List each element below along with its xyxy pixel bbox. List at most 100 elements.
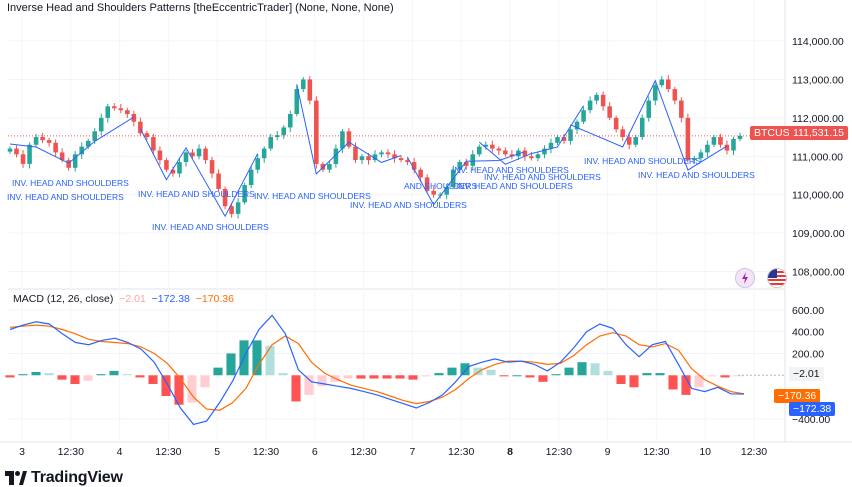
time-tick-label: 12:30 — [350, 446, 376, 458]
pattern-line — [9, 116, 135, 164]
candle-body — [53, 142, 58, 153]
macd-histogram-bar — [395, 375, 405, 379]
candle-body — [242, 185, 247, 203]
candle-body — [652, 85, 658, 101]
price-badge: 111,531.15 — [789, 126, 848, 140]
candle-body — [216, 173, 221, 189]
candle-body — [607, 106, 612, 118]
candle-body — [177, 162, 182, 174]
candle-body — [333, 148, 339, 164]
macd-histogram-bar — [551, 374, 561, 376]
candle-body — [294, 89, 300, 115]
candle-body — [125, 110, 130, 115]
macd-histogram-bar — [265, 345, 275, 376]
candle-body — [346, 131, 352, 147]
candle-body — [711, 137, 717, 145]
candle-body — [85, 140, 91, 147]
tradingview-logo[interactable]: TradingView — [5, 469, 123, 486]
pattern-label: INV. HEAD AND SHOULDERS — [350, 200, 467, 210]
macd-histogram-bar — [681, 375, 691, 395]
candle-body — [66, 160, 71, 168]
macd-histogram-bar — [473, 367, 483, 376]
macd-histogram-bar — [356, 375, 366, 379]
candle-body — [503, 150, 508, 155]
candle-body — [105, 106, 111, 118]
candle-body — [307, 79, 313, 101]
candle-body — [314, 100, 319, 164]
macd-histogram-bar — [213, 367, 223, 376]
time-tick-label: 12:30 — [546, 446, 572, 458]
lightning-icon[interactable] — [735, 268, 755, 288]
macd-histogram-bar — [616, 375, 626, 384]
time-tick-label: 8 — [507, 446, 513, 458]
candle-body — [646, 100, 652, 118]
candle-body — [529, 156, 534, 159]
candle-body — [470, 154, 476, 166]
candle-body — [698, 152, 704, 159]
candle-body — [398, 158, 404, 161]
candle-body — [555, 137, 560, 143]
candle-body — [170, 169, 176, 174]
candle-body — [353, 146, 358, 161]
macd-histogram-bar — [135, 375, 145, 378]
price-tick-label: 113,000.00 — [792, 74, 844, 86]
macd-histogram-bar — [382, 375, 392, 379]
macd-histogram-bar — [603, 370, 613, 376]
candle-body — [255, 158, 260, 170]
macd-histogram-bar — [278, 373, 288, 376]
candle-body — [72, 154, 78, 168]
symbol-badge: BTCUSD — [750, 126, 802, 140]
time-tick-label: 12:30 — [643, 446, 669, 458]
hist-badge: −2.01 — [789, 367, 824, 381]
macd-histogram-bar — [369, 375, 379, 379]
macd-histogram-bar — [668, 375, 678, 390]
candle-body — [633, 137, 638, 145]
pattern-label: INV. HEAD AND SHOULDERS — [584, 156, 701, 166]
candle-body — [457, 162, 463, 170]
macd-badge: −172.38 — [789, 402, 836, 416]
time-tick-label: 9 — [605, 446, 611, 458]
macd-legend: MACD (12, 26, close) −2.01 −172.38 −170.… — [13, 293, 234, 305]
macd-signal-value: −170.36 — [195, 293, 234, 305]
candle-body — [548, 142, 554, 149]
candle-body — [535, 154, 541, 159]
candle-body — [327, 163, 332, 170]
candle-body — [444, 186, 449, 195]
price-tick-label: 108,000.00 — [792, 266, 845, 278]
candle-body — [209, 160, 215, 174]
candle-body — [737, 135, 743, 139]
candle-body — [281, 127, 287, 136]
candle-body — [405, 160, 410, 163]
candle-body — [183, 152, 189, 163]
candle-body — [92, 131, 98, 141]
candle-body — [27, 144, 32, 164]
candle-body — [463, 162, 469, 166]
candle-body — [14, 148, 19, 155]
time-tick-label: 7 — [409, 446, 415, 458]
candle-body — [340, 131, 345, 149]
candle-body — [7, 148, 13, 152]
macd-histogram-bar — [642, 373, 652, 376]
candle-body — [118, 108, 124, 111]
candle-body — [40, 137, 45, 141]
candle-body — [496, 148, 502, 151]
macd-histogram-bar — [5, 375, 15, 378]
time-tick-label: 12:30 — [741, 446, 767, 458]
macd-histogram-bar — [57, 375, 67, 380]
candle-body — [718, 137, 723, 145]
pattern-label: INV. HEAD AND SHOULDERS — [12, 178, 129, 188]
us-flag-icon[interactable] — [767, 268, 787, 288]
candle-body — [235, 202, 241, 214]
candle-body — [437, 194, 443, 196]
macd-histogram-bar — [590, 363, 600, 376]
candle-body — [509, 154, 515, 157]
time-tick-label: 12:30 — [58, 446, 84, 458]
candle-body — [692, 158, 697, 161]
candle-body — [359, 156, 365, 161]
macd-tick-label: 600.00 — [792, 305, 824, 317]
macd-histogram-bar — [83, 375, 93, 381]
candle-body — [157, 150, 163, 161]
time-tick-label: 12:30 — [448, 446, 474, 458]
time-tick-label: 5 — [214, 446, 220, 458]
macd-histogram-bar — [187, 375, 197, 403]
